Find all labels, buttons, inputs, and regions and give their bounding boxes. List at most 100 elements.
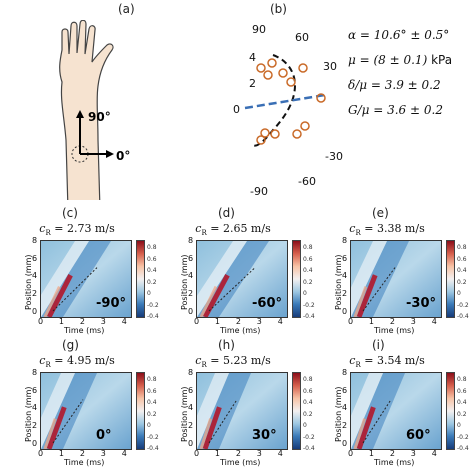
panel-label-e: (e) [372, 206, 389, 220]
colorbar-tick: 0.8 [303, 376, 313, 383]
ylabel: Position (mm) [24, 386, 33, 442]
angle-label-e: -30° [406, 296, 436, 311]
cr-symbol: c [349, 222, 356, 235]
ytick: 8 [342, 236, 348, 245]
xtick: 1 [368, 317, 375, 326]
xtick: 4 [121, 449, 127, 458]
heatmap-image [351, 373, 441, 449]
ytick: 0 [342, 306, 348, 316]
xtick: 2 [79, 449, 85, 458]
ytick: 4 [32, 271, 38, 281]
xlabel: Time (ms) [220, 326, 261, 335]
ytick: 2 [188, 289, 194, 299]
colorbar-tick: 0.6 [457, 255, 467, 263]
heatmap-image [41, 241, 131, 317]
ytick: 2 [32, 421, 38, 431]
colorbar-tick: 0.8 [147, 244, 157, 251]
xtick: 4 [431, 449, 437, 458]
ytick: 6 [342, 253, 348, 263]
arm-outline [59, 20, 114, 200]
xtick: 1 [58, 317, 65, 326]
param-alpha: α = 10.6° ± 0.5° [348, 28, 450, 42]
cr-subscript: R [355, 361, 361, 370]
colorbar-tick: 0.4 [457, 267, 467, 275]
colorbar-tick: 0.2 [303, 278, 313, 286]
polar-angle-neg90: -90 [250, 185, 268, 198]
colorbar-tick: -0.2 [457, 433, 469, 441]
plot-title-c: cR = 2.73 m/s [32, 222, 122, 237]
polar-plot [244, 54, 326, 147]
arm-diagram [59, 20, 114, 200]
colorbar-tick: 0.8 [303, 244, 313, 251]
polar-angle-0: 0 [233, 103, 240, 116]
heatmap-image [197, 241, 287, 317]
cr-subscript: R [201, 229, 207, 238]
colorbar-tick: -0.4 [147, 313, 159, 321]
cr-value: = 2.73 m/s [50, 222, 115, 235]
colorbar-tick: 0.4 [303, 267, 313, 275]
xtick: 1 [214, 449, 221, 458]
colorbar-d [292, 240, 301, 318]
ytick: 8 [342, 368, 348, 377]
colorbar-tick: 0 [303, 422, 307, 430]
cr-subscript: R [355, 229, 361, 238]
ytick: 6 [32, 253, 38, 263]
colorbar-tick: 0 [457, 290, 461, 298]
xtick: 3 [256, 317, 262, 326]
polar-angle-60: 60 [295, 31, 309, 44]
colorbar-tick: 0 [303, 290, 307, 298]
cr-value: = 2.65 m/s [206, 222, 271, 235]
xtick: 1 [58, 449, 65, 458]
arm-label-0: 0° [116, 149, 131, 163]
xtick: 3 [100, 449, 106, 458]
xtick: 2 [389, 449, 395, 458]
colorbar-tick: -0.4 [457, 313, 469, 321]
colorbar-tick: -0.2 [147, 301, 159, 309]
ytick: 8 [188, 236, 194, 245]
cr-value: = 5.23 m/s [206, 354, 271, 367]
ytick: 2 [342, 289, 348, 299]
xtick: 4 [121, 317, 127, 326]
xtick: 4 [277, 449, 283, 458]
cr-symbol: c [349, 354, 356, 367]
colorbar-tick: 0.4 [303, 399, 313, 407]
heatmap-g [40, 372, 132, 450]
cr-value: = 4.95 m/s [50, 354, 115, 367]
polar-data-points [256, 58, 326, 145]
panel-label-g: (g) [62, 338, 79, 352]
cr-subscript: R [201, 361, 207, 370]
ytick: 4 [342, 403, 348, 413]
param-mu: μ = (8 ± 0.1) kPa [348, 53, 452, 67]
xtick: 3 [410, 449, 416, 458]
colorbar-tick: 0.6 [147, 387, 157, 395]
angle-label-g: 0° [96, 428, 112, 443]
ylabel: Position (mm) [334, 386, 343, 442]
cr-value: = 3.38 m/s [360, 222, 425, 235]
colorbar-tick: 0 [147, 290, 151, 298]
angle-label-c: -90° [96, 296, 126, 311]
heatmap-image [197, 373, 287, 449]
polar-radial-4: 4 [249, 51, 256, 64]
ylabel: Position (mm) [24, 254, 33, 310]
xtick: 2 [79, 317, 85, 326]
arm-label-90: 90° [88, 110, 111, 124]
fiber-direction-line [244, 93, 326, 110]
xtick: 0 [38, 317, 44, 326]
ylabel: Position (mm) [180, 254, 189, 310]
ytick: 0 [32, 306, 38, 316]
colorbar-tick: 0.6 [303, 255, 313, 263]
colorbar-tick: 0.2 [457, 410, 467, 418]
colorbar-i [446, 372, 455, 450]
ylabel: Position (mm) [334, 254, 343, 310]
panel-label-c: (c) [62, 206, 78, 220]
ytick: 8 [32, 236, 38, 245]
ytick: 0 [342, 438, 348, 448]
angle-label-d: -60° [252, 296, 282, 311]
xlabel: Time (ms) [64, 326, 105, 335]
heatmap-image [41, 373, 131, 449]
panel-label-b: (b) [270, 2, 287, 16]
xtick: 2 [235, 449, 241, 458]
ytick: 6 [188, 253, 194, 263]
heatmap-c [40, 240, 132, 318]
polar-angle-90: 90 [252, 23, 266, 36]
